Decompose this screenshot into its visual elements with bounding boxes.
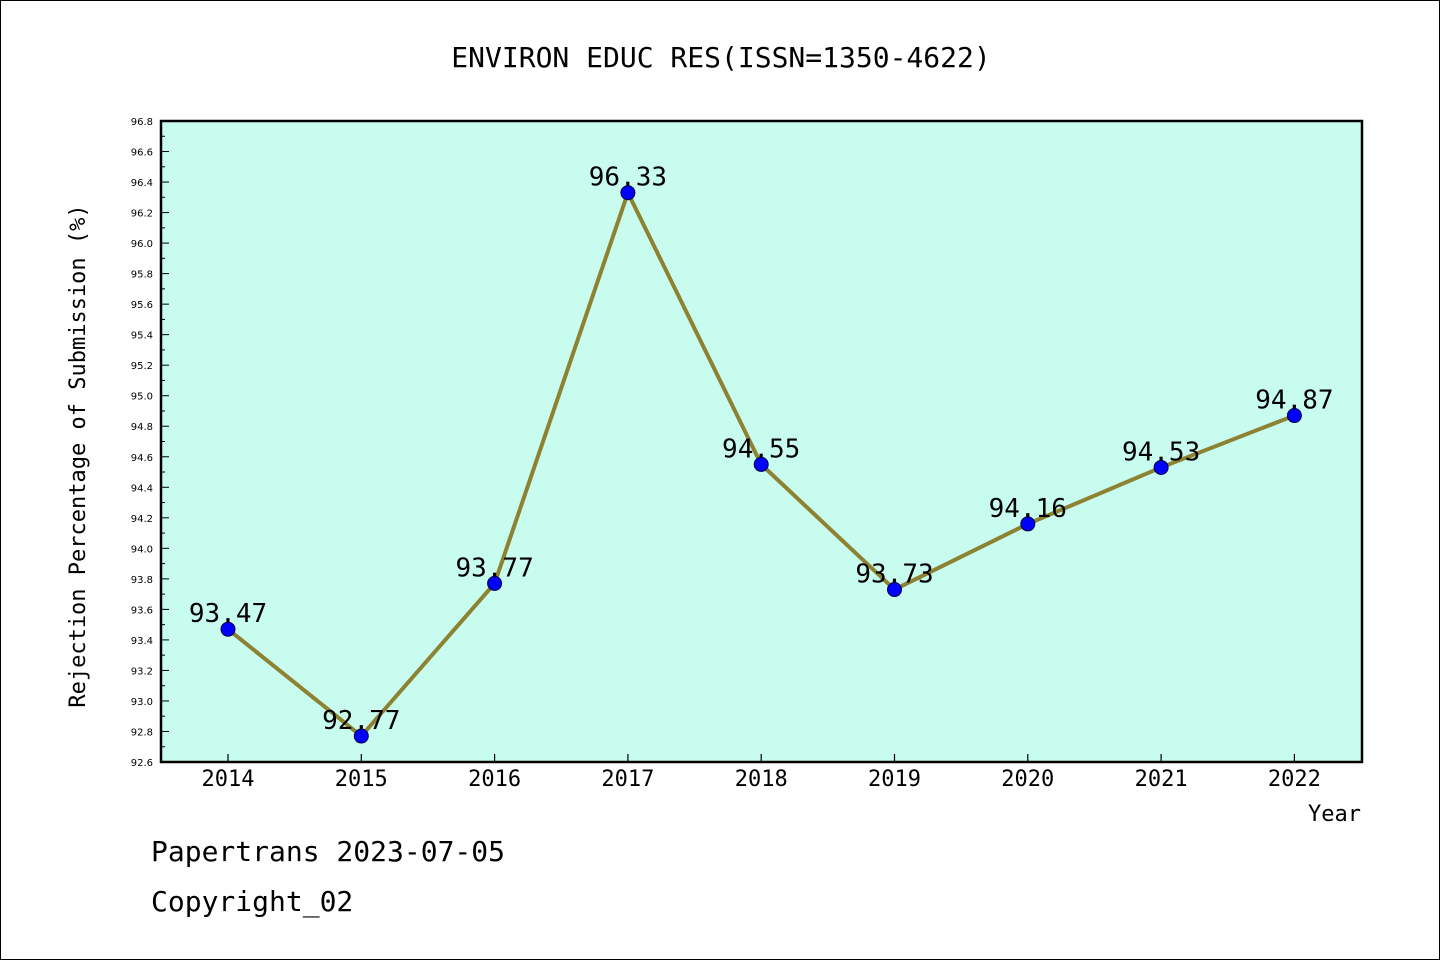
data-point <box>220 621 236 637</box>
chart-title: ENVIRON EDUC RES(ISSN=1350-4622) <box>451 41 990 74</box>
y-tick-label: 93.8 <box>131 575 153 586</box>
data-point <box>1286 408 1302 424</box>
y-tick-label: 92.8 <box>131 727 153 738</box>
x-tick-label: 2020 <box>1001 767 1054 792</box>
data-label: 93.77 <box>455 553 533 583</box>
x-tick-label: 2014 <box>202 767 255 792</box>
data-label: 96.33 <box>589 163 667 193</box>
data-point <box>620 185 636 201</box>
y-tick-label: 93.4 <box>131 636 153 647</box>
y-tick-label: 93.0 <box>131 697 153 708</box>
x-tick-label: 2018 <box>735 767 788 792</box>
y-tick-label: 94.8 <box>131 422 153 433</box>
y-tick-label: 94.0 <box>131 544 153 555</box>
y-tick-label: 93.6 <box>131 605 153 616</box>
x-tick-label: 2019 <box>868 767 921 792</box>
y-tick-label: 95.0 <box>131 392 153 403</box>
y-axis: 92.6 92.8 93.0 93.2 93.4 93.6 93.8 94.0 94.2 94.4… <box>131 117 169 769</box>
y-tick-label: 96.4 <box>131 178 153 189</box>
y-tick-label: 94.6 <box>131 453 153 464</box>
y-tick-label: 96.6 <box>131 148 153 159</box>
x-tick-label: 2017 <box>601 767 654 792</box>
data-point <box>753 456 769 472</box>
y-tick-label: 96.2 <box>131 209 153 220</box>
data-point <box>1153 459 1169 475</box>
data-labels: 93.47 92.77 93.77 96.33 94.55 93.73 94.16 94.53… <box>189 163 1334 736</box>
x-tick-label: 2021 <box>1135 767 1188 792</box>
plot-area <box>159 119 1364 764</box>
x-tick-label: 2015 <box>335 767 388 792</box>
data-label: 94.55 <box>722 434 800 464</box>
y-axis-title: Rejection Percentage of Submission (%) <box>66 204 91 707</box>
y-tick-label: 95.2 <box>131 361 153 372</box>
data-point <box>353 728 369 744</box>
y-tick-label: 95.4 <box>131 331 153 342</box>
y-tick-label: 96.0 <box>131 239 153 250</box>
footer-credit: Papertrans 2023-07-05 <box>151 835 506 868</box>
y-tick-label: 92.6 <box>131 758 153 769</box>
data-point <box>887 582 902 598</box>
data-point <box>487 575 503 591</box>
y-tick-label: 93.2 <box>131 666 153 677</box>
y-tick-label: 96.8 <box>131 117 153 128</box>
footer-copyright: Copyright_02 <box>151 885 354 918</box>
x-axis: 2014 2015 2016 2017 2018 2019 2020 2021 2022 <box>202 754 1321 792</box>
x-tick-label: 2022 <box>1268 767 1321 792</box>
x-axis-title: Year <box>1308 802 1361 827</box>
data-label: 94.87 <box>1255 386 1333 416</box>
data-label: 92.77 <box>322 706 400 736</box>
data-point <box>1020 516 1036 532</box>
data-label: 93.73 <box>855 560 933 590</box>
y-tick-label: 95.8 <box>131 270 153 281</box>
data-label: 93.47 <box>189 599 267 629</box>
data-label: 94.16 <box>989 494 1067 524</box>
y-tick-label: 94.4 <box>131 483 153 494</box>
y-tick-label: 94.2 <box>131 514 153 525</box>
series <box>220 185 1302 744</box>
x-tick-label: 2016 <box>468 767 521 792</box>
y-tick-label: 95.6 <box>131 300 153 311</box>
data-label: 94.53 <box>1122 437 1200 467</box>
